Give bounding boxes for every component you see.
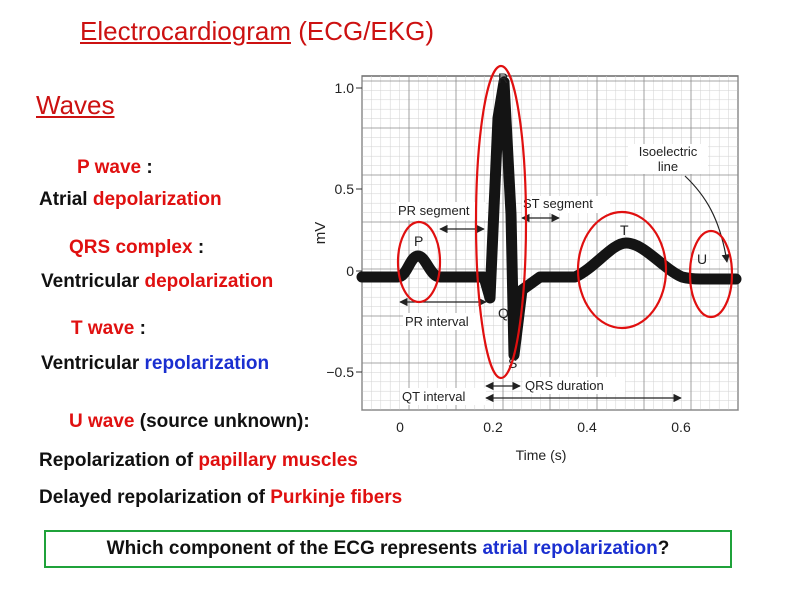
question-suffix: ? <box>657 538 670 559</box>
x-axis-title: Time (s) <box>516 447 567 463</box>
svg-text:line: line <box>658 159 678 174</box>
annotation-st-segment: ST segment <box>521 196 610 223</box>
r-wave-label: R <box>498 70 508 86</box>
q-wave-label: Q <box>498 305 509 321</box>
x-tick-label: 0 <box>396 419 404 435</box>
page-title: Electrocardiogram (ECG/EKG) <box>80 16 434 47</box>
annotation-isoelectric-line: Isoelectric line <box>628 144 730 263</box>
u-wave-line-1: Repolarization of papillary muscles <box>39 450 358 471</box>
annotation-qrs-duration: QRS duration <box>485 377 625 394</box>
title-main: Electrocardiogram <box>80 16 291 46</box>
y-tick-label: 1.0 <box>335 80 355 96</box>
p-wave-circle <box>396 220 442 304</box>
svg-text:PR segment: PR segment <box>398 203 470 218</box>
svg-text:Isoelectric: Isoelectric <box>639 144 698 159</box>
x-tick-label: 0.4 <box>577 419 597 435</box>
svg-text:QRS duration: QRS duration <box>525 378 604 393</box>
y-axis-title: mV <box>312 222 329 245</box>
waves-heading: Waves <box>36 90 115 120</box>
u-wave-label: U <box>697 251 707 267</box>
annotation-qt-interval: QT interval <box>400 388 682 405</box>
t-wave-label: T <box>620 222 629 238</box>
p-wave-description: Atrial depolarization <box>39 189 222 210</box>
y-tick-label: 0.5 <box>335 181 355 197</box>
t-wave-heading: T wave : <box>71 318 146 339</box>
t-wave-circle <box>576 210 668 330</box>
x-axis: 0 0.2 0.4 0.6 Time (s) <box>396 419 691 463</box>
svg-text:QT interval: QT interval <box>402 389 465 404</box>
y-tick-label: −0.5 <box>326 364 354 380</box>
ecg-grid <box>361 75 739 411</box>
qrs-heading: QRS complex : <box>69 237 205 258</box>
svg-text:ST segment: ST segment <box>523 196 593 211</box>
svg-text:PR interval: PR interval <box>405 314 469 329</box>
question-prefix: Which component of the ECG represents <box>106 538 478 559</box>
question-box: Which component of the ECG represents at… <box>44 530 732 568</box>
p-wave-heading: P wave : <box>77 157 153 178</box>
qrs-complex-circle <box>474 64 528 380</box>
p-wave-label: P <box>414 233 423 249</box>
u-wave-heading: U wave (source unknown): <box>69 411 310 432</box>
x-tick-label: 0.6 <box>671 419 691 435</box>
t-wave-description: Ventricular repolarization <box>41 353 270 374</box>
annotation-pr-segment: PR segment <box>396 202 486 234</box>
x-tick-label: 0.2 <box>483 419 503 435</box>
y-tick-label: 0 <box>346 263 354 279</box>
y-axis: 1.0 0.5 0 −0.5 mV <box>312 80 362 380</box>
question-highlight: atrial repolarization <box>482 538 658 559</box>
title-abbr: (ECG/EKG) <box>290 16 434 46</box>
u-wave-line-2: Delayed repolarization of Purkinje fiber… <box>39 487 403 508</box>
u-wave-circle <box>688 229 734 319</box>
qrs-description: Ventricular depolarization <box>41 271 274 292</box>
